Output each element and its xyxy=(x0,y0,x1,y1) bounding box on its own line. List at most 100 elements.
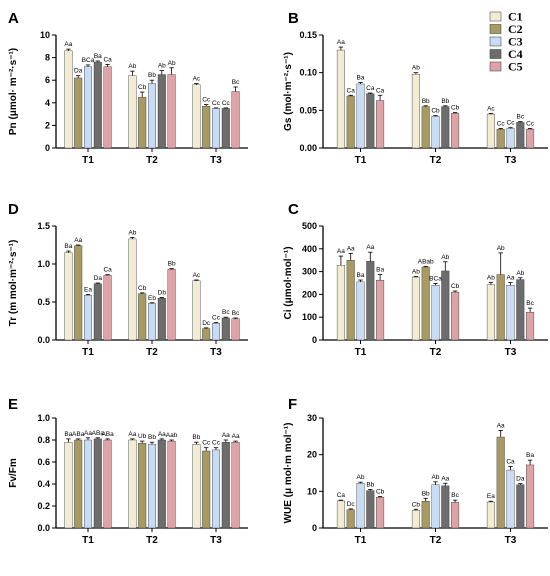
bar-C4-T2 xyxy=(441,106,450,149)
bar-C1-T3 xyxy=(192,444,201,529)
significance-label: Ac xyxy=(487,105,495,112)
y-tick-label: 0 xyxy=(312,523,317,533)
bar-C2-T3 xyxy=(496,274,505,341)
panel-letter: A xyxy=(8,10,19,27)
y-axis-label: Ci (μmol·mol⁻¹) xyxy=(283,246,294,319)
bar-C1-T3 xyxy=(192,84,201,149)
panel-letter: B xyxy=(288,10,299,27)
significance-label: Db xyxy=(158,289,167,296)
significance-label: Ac xyxy=(193,272,201,279)
bar-C2-T1 xyxy=(74,439,83,529)
y-tick-label: 6 xyxy=(45,75,50,85)
significance-label: Ab xyxy=(357,474,365,481)
bar-C1-T3 xyxy=(486,284,495,341)
x-tick-label: T2 xyxy=(146,155,158,166)
y-tick-label: 1.5 xyxy=(37,221,50,231)
x-tick-label: T1 xyxy=(82,155,94,166)
bar-C4-T3 xyxy=(221,317,230,341)
y-tick-label: 4 xyxy=(45,98,50,108)
y-tick-label: 0 xyxy=(312,335,317,345)
x-tick-label: T3 xyxy=(505,155,517,166)
significance-label: Cc xyxy=(212,315,221,322)
bar-C2-T2 xyxy=(138,443,147,529)
bar-C3-T1 xyxy=(83,294,92,341)
legend-label-C4: C4 xyxy=(508,47,523,61)
bar-C1-T2 xyxy=(411,73,420,149)
x-tick-label: T3 xyxy=(505,535,517,546)
x-tick-label: T2 xyxy=(146,347,158,358)
bar-C3-T2 xyxy=(147,444,156,529)
significance-label: Ab xyxy=(432,474,440,481)
y-tick-label: 300 xyxy=(302,267,317,277)
significance-label: Ac xyxy=(193,76,201,83)
significance-label: Aa xyxy=(84,430,92,437)
significance-label: BCa xyxy=(429,275,442,282)
bar-C3-T3 xyxy=(211,108,220,149)
bar-C3-T2 xyxy=(147,83,156,149)
significance-label: Ab xyxy=(412,268,420,275)
significance-label: BCa xyxy=(82,57,95,64)
bar-C5-T1 xyxy=(376,280,385,341)
bar-C3-T1 xyxy=(356,483,365,529)
bar-C1-T2 xyxy=(128,75,137,149)
x-tick-label: T1 xyxy=(82,535,94,546)
panel-D: DTr (m mol·m⁻²·s⁻¹)0.00.51.01.5T1BaAaEaD… xyxy=(8,201,248,358)
y-tick-label: 1.0 xyxy=(37,259,50,269)
y-tick-label: 0.05 xyxy=(299,105,317,115)
significance-label: Ab xyxy=(158,63,166,70)
x-tick-label: T1 xyxy=(355,155,367,166)
panel-letter: D xyxy=(8,201,19,218)
significance-label: Bb xyxy=(148,434,156,441)
bar-C5-T1 xyxy=(103,275,112,341)
bar-C5-T3 xyxy=(526,464,535,529)
x-tick-label: T2 xyxy=(146,535,158,546)
significance-label: Cc xyxy=(497,120,506,127)
significance-label: Ca xyxy=(103,267,112,274)
bar-C4-T1 xyxy=(366,93,375,149)
bar-C2-T3 xyxy=(202,105,211,149)
x-tick-label: T2 xyxy=(430,347,442,358)
legend-label-C2: C2 xyxy=(508,22,523,36)
legend-label-C1: C1 xyxy=(508,10,523,24)
legend-swatch-C5 xyxy=(489,61,502,72)
bar-C3-T2 xyxy=(147,303,156,341)
bar-C3-T3 xyxy=(506,285,515,341)
significance-label: Dc xyxy=(347,501,356,508)
y-tick-label: 2 xyxy=(45,120,50,130)
significance-label: Dc xyxy=(202,320,211,327)
significance-label: Ea xyxy=(84,286,92,293)
legend-swatch-C4 xyxy=(489,49,502,59)
legend-label-C3: C3 xyxy=(508,35,523,49)
significance-label: Ca xyxy=(347,87,356,94)
x-tick-label: T2 xyxy=(430,535,442,546)
bar-C4-T1 xyxy=(93,283,102,341)
x-tick-label: T2 xyxy=(430,155,442,166)
significance-label: Bc xyxy=(232,310,240,317)
y-tick-label: 400 xyxy=(302,244,317,254)
bar-C5-T3 xyxy=(231,318,240,341)
significance-label: Ba xyxy=(357,272,365,279)
bar-C2-T2 xyxy=(138,293,147,341)
y-tick-label: 200 xyxy=(302,289,317,299)
bar-C4-T3 xyxy=(221,108,230,149)
bar-C2-T3 xyxy=(202,328,211,341)
significance-label: Ab xyxy=(168,60,176,67)
significance-label: Bb xyxy=(148,72,156,79)
significance-label: ABa xyxy=(92,430,105,437)
bar-C5-T1 xyxy=(103,66,112,149)
significance-label: Aa xyxy=(337,39,345,46)
bar-C5-T2 xyxy=(451,291,460,341)
significance-label: Cb xyxy=(412,501,421,508)
bar-C2-T3 xyxy=(202,450,211,529)
x-tick-label: T3 xyxy=(210,347,222,358)
bar-C5-T2 xyxy=(167,74,176,149)
y-tick-label: 500 xyxy=(302,221,317,231)
bar-C5-T2 xyxy=(451,113,460,149)
bar-C4-T2 xyxy=(157,298,166,341)
significance-label: Eb xyxy=(148,295,156,302)
y-tick-label: 0.00 xyxy=(299,143,317,153)
significance-label: Aa xyxy=(64,41,72,48)
